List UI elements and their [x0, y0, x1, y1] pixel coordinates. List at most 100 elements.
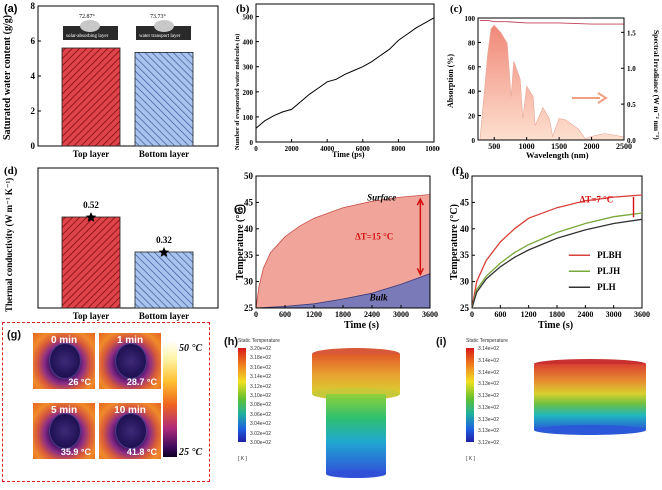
e-y-tick-label: 25 [244, 303, 254, 313]
e-x-tick-label: 2400 [364, 310, 380, 319]
f-x-tick-label: 600 [494, 310, 506, 319]
panel-a-label: (a) [4, 3, 18, 15]
legend-color-bar [238, 348, 246, 442]
d-value-label: 0.32 [156, 235, 172, 245]
c-yl-tick-label: 60 [468, 64, 476, 72]
panel-a-layer-bottom: water transport layer [139, 34, 181, 39]
f-y-tick-label: 45 [460, 197, 470, 207]
thermal-time: 0 min [33, 335, 95, 346]
model-bottom [534, 425, 646, 435]
e-x-tick-label: 0 [254, 310, 258, 319]
legend-tick-label: 3.13e+02 [478, 428, 499, 434]
a-y-tick-label: 8 [31, 1, 36, 11]
e-x-tick-label: 1200 [306, 310, 322, 319]
sample-cylinder [115, 343, 147, 379]
panel-d-plot: 0.52 Top layer 0.32 Bottom layer [38, 168, 218, 321]
c-yl-tick-label: 20 [468, 113, 476, 121]
panel-h: (h) Static Temperature 3.20e+02 3.18e+02 3… [214, 332, 430, 488]
f-x-tick-label: 3000 [606, 310, 622, 319]
e-delta-label: ΔT=15 °C [355, 231, 393, 241]
plot-frame [472, 176, 642, 308]
c-yr-tick-label: 1.5 [627, 29, 636, 37]
a-category-label: Bottom layer [139, 149, 189, 159]
bar-bottom-layer [135, 252, 193, 308]
thermal-temp: 28.7 °C [127, 377, 157, 387]
panel-h-legend: Static Temperature 3.20e+02 3.18e+02 3.16e… [238, 338, 298, 478]
b-x-tick-label: 0 [254, 145, 258, 153]
f-y-tick-label: 50 [460, 171, 470, 181]
c-x-tick-label: 500 [488, 142, 500, 151]
c-yl-tick-label: 40 [468, 88, 476, 96]
panel-c-svg: (c) 500 1000 1500 2000 25000204060801000.00.… [440, 0, 662, 160]
legend-title: Static Temperature [466, 338, 508, 344]
thermal-time: 1 min [99, 335, 161, 346]
legend-tick-label: 3.06e+02 [250, 412, 271, 418]
thermal-image-10min: 10 min 41.8 °C [99, 403, 161, 459]
a-y-tick-label: 2 [31, 106, 36, 116]
thermal-temp: 26 °C [68, 377, 91, 387]
thermal-scale-min: 25 °C [179, 447, 202, 458]
thermal-color-scale [163, 341, 177, 457]
legend-tick-label: 3.20e+02 [250, 346, 271, 352]
e-x-tick-label: 1800 [335, 310, 351, 319]
f-x-tick-label: 1200 [521, 310, 537, 319]
panel-c-xlabel: Wavelength (nm) [526, 150, 589, 160]
panel-g-label: (g) [7, 329, 21, 341]
panel-a-ylabel: Saturated water content (g/g) [2, 15, 13, 140]
panel-b-ylabel: Number of evaporated water molecules (n) [234, 34, 241, 150]
b-series-line [256, 18, 434, 128]
f-legend-label: PLJH [597, 266, 620, 276]
thermal-image-0min: 0 min 26 °C [33, 333, 95, 389]
f-legend-label: PLBH [597, 250, 622, 260]
legend-tick-label: 3.12e+02 [250, 384, 271, 390]
panel-e-svg: (e) 0 600 1200 1800 2400 3000 3600253035404550… [226, 162, 440, 332]
thermal-time: 5 min [33, 405, 95, 416]
panel-f-svg: (f) 0 600 1200 1800 2400 3000 3600253035404550… [440, 162, 662, 332]
c-yl-tick-label: 100 [465, 15, 476, 23]
d-category-label: Top layer [73, 311, 109, 321]
thermal-temp: 41.8 °C [127, 447, 157, 457]
c-yl-tick-label: 80 [468, 39, 476, 47]
bar-bottom-layer [135, 52, 193, 146]
bar-top-layer [62, 217, 120, 308]
f-x-tick-label: 1800 [549, 310, 565, 319]
c-yr-tick-label: 1.0 [627, 65, 636, 73]
panel-i-legend: Static Temperature 3.14e+02 3.14e+02 3.14e… [466, 338, 526, 478]
a-y-tick-label: 6 [31, 36, 36, 46]
panel-e-xlabel: Time (s) [344, 320, 379, 331]
panel-e-plot: 0 600 1200 1800 2400 3000 3600 25 30 35 40 45 50 ΔT=1… [244, 171, 438, 319]
panel-c-plot: 500 1000 1500 2000 2500 0 20 40 60 80 100 0.0 0.5 1.0… [465, 15, 637, 151]
bar-top-layer [62, 48, 120, 146]
model-stem [326, 394, 386, 474]
f-y-tick-label: 30 [460, 277, 470, 287]
legend-tick-label: 3.13e+02 [478, 393, 499, 399]
c-irradiance-area [480, 25, 624, 140]
f-y-tick-label: 40 [460, 224, 470, 234]
thermal-time: 10 min [99, 405, 161, 416]
e-surface-label: Surface [367, 192, 396, 202]
legend-tick-label: 3.14e+02 [478, 370, 499, 376]
legend-tick-label: 3.16e+02 [250, 365, 271, 371]
a-y-tick-label: 0 [31, 141, 36, 151]
panel-c-ylabel-right: Spectral Irradiance (W m⁻² nm⁻¹) [652, 30, 661, 140]
legend-tick-label: 3.13e+02 [478, 381, 499, 387]
f-y-tick-label: 35 [460, 250, 470, 260]
thermal-temp: 35.9 °C [61, 447, 91, 457]
b-y-tick-label: 100 [243, 114, 254, 122]
e-x-tick-label: 3600 [422, 310, 438, 319]
e-bulk-label: Bulk [369, 293, 389, 303]
legend-tick-label: 3.14e+02 [478, 358, 499, 364]
panel-a: (a) 0 2 4 6 8 Top layer Bottom layer Saturated… [0, 0, 224, 160]
panel-a-angle-top: 72.87° [79, 13, 96, 20]
c-yl-tick-label: 0 [472, 137, 476, 145]
f-series-pljh [472, 213, 642, 308]
e-x-tick-label: 600 [279, 310, 291, 319]
b-x-tick-label: 2000 [285, 145, 300, 153]
panel-g-thermal-images: (g) 0 min 26 °C 1 min 28.7 °C 5 min 35.9… [2, 322, 210, 482]
b-y-tick-label: 200 [243, 89, 254, 97]
a-y-tick-label: 4 [31, 71, 36, 81]
legend-tick-label: 3.02e+02 [250, 431, 271, 437]
legend-color-bar [466, 348, 474, 442]
legend-unit: [ K ] [238, 456, 247, 462]
e-y-tick-label: 50 [244, 171, 254, 181]
